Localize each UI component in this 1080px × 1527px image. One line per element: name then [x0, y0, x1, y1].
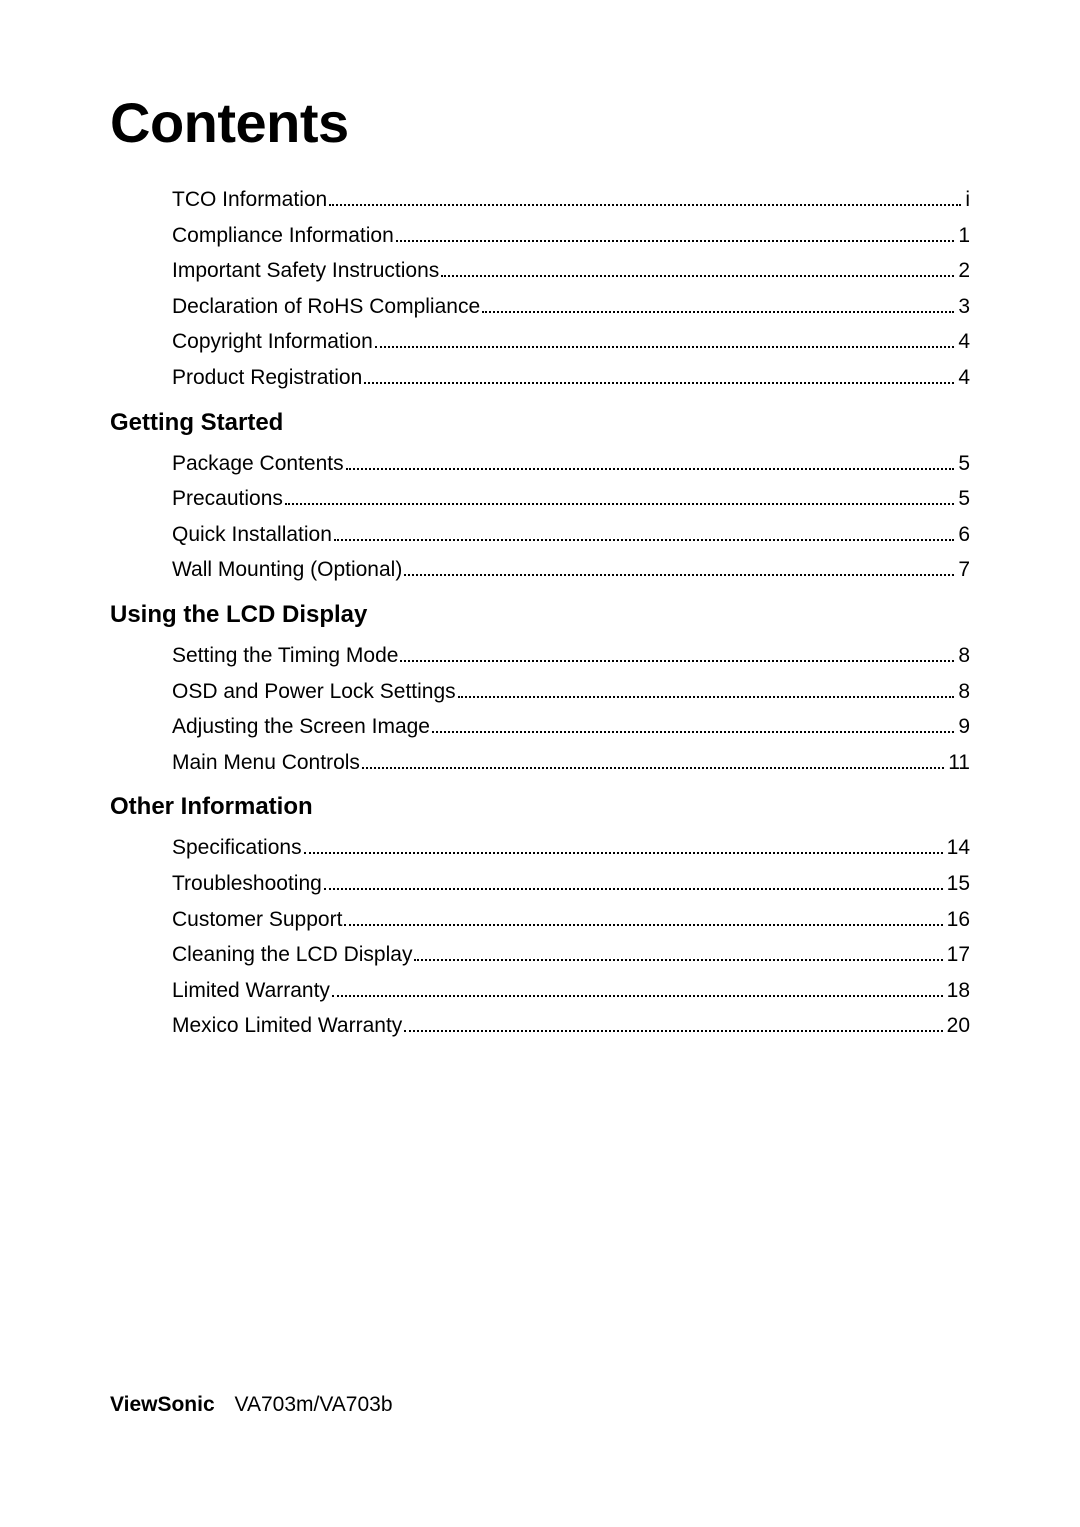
toc-label: Cleaning the LCD Display [172, 938, 412, 972]
toc-leader-dots [432, 731, 954, 733]
toc-page-number: 1 [958, 219, 970, 253]
toc-leader-dots [400, 660, 954, 662]
toc-entry: TCO Information i [172, 183, 970, 217]
toc-leader-dots [404, 574, 954, 576]
toc-page-number: 4 [958, 361, 970, 395]
toc-entry: Important Safety Instructions 2 [172, 254, 970, 288]
toc-page-number: 11 [948, 746, 970, 780]
toc-entry: Declaration of RoHS Compliance 3 [172, 290, 970, 324]
toc-leader-dots [362, 767, 944, 769]
toc-entry: Mexico Limited Warranty 20 [172, 1009, 970, 1043]
page-title: Contents [110, 90, 970, 155]
toc-leader-dots [344, 924, 942, 926]
toc-entry: Product Registration 4 [172, 361, 970, 395]
toc-entry: Package Contents 5 [172, 447, 970, 481]
toc-page-number: 8 [958, 675, 970, 709]
toc-leader-dots [329, 204, 961, 206]
toc-leader-dots [396, 240, 955, 242]
toc-label: Mexico Limited Warranty [172, 1009, 402, 1043]
toc-label: Limited Warranty [172, 974, 330, 1008]
toc-leader-dots [364, 382, 954, 384]
toc-label: Quick Installation [172, 518, 332, 552]
footer-model: VA703m/VA703b [235, 1393, 393, 1416]
toc-leader-dots [324, 888, 943, 890]
toc-page-number: 8 [958, 639, 970, 673]
toc-section-0: TCO Information i Compliance Information… [110, 183, 970, 395]
toc-section-2: Setting the Timing Mode 8 OSD and Power … [110, 639, 970, 779]
toc-label: Copyright Information [172, 325, 373, 359]
toc-section-1: Package Contents 5 Precautions 5 Quick I… [110, 447, 970, 587]
toc-page-number: 7 [958, 553, 970, 587]
toc-label: Troubleshooting [172, 867, 322, 901]
toc-page-number: 6 [958, 518, 970, 552]
section-heading-other-info: Other Information [110, 793, 970, 821]
toc-page-number: 3 [958, 290, 970, 324]
toc-leader-dots [404, 1030, 942, 1032]
toc-page-number: 5 [958, 447, 970, 481]
toc-entry: Limited Warranty 18 [172, 974, 970, 1008]
toc-entry: Precautions 5 [172, 482, 970, 516]
toc-entry: Adjusting the Screen Image 9 [172, 710, 970, 744]
toc-entry: Wall Mounting (Optional) 7 [172, 553, 970, 587]
toc-label: TCO Information [172, 183, 327, 217]
toc-leader-dots [304, 852, 943, 854]
toc-entry: Main Menu Controls 11 [172, 746, 970, 780]
toc-label: Precautions [172, 482, 283, 516]
toc-label: Customer Support [172, 903, 342, 937]
toc-entry: Customer Support 16 [172, 903, 970, 937]
toc-leader-dots [458, 696, 955, 698]
toc-leader-dots [332, 995, 943, 997]
toc-entry: Quick Installation 6 [172, 518, 970, 552]
toc-page-number: 9 [958, 710, 970, 744]
toc-page-number: 20 [947, 1009, 970, 1043]
toc-leader-dots [441, 275, 954, 277]
toc-label: Wall Mounting (Optional) [172, 553, 402, 587]
toc-entry: Setting the Timing Mode 8 [172, 639, 970, 673]
toc-label: Main Menu Controls [172, 746, 360, 780]
toc-label: OSD and Power Lock Settings [172, 675, 456, 709]
toc-page-number: 18 [947, 974, 970, 1008]
toc-label: Setting the Timing Mode [172, 639, 398, 673]
toc-label: Important Safety Instructions [172, 254, 439, 288]
toc-page-number: 4 [958, 325, 970, 359]
toc-label: Package Contents [172, 447, 344, 481]
toc-entry: Specifications 14 [172, 831, 970, 865]
toc-page-number: 14 [947, 831, 970, 865]
toc-entry: OSD and Power Lock Settings 8 [172, 675, 970, 709]
toc-section-3: Specifications 14 Troubleshooting 15 Cus… [110, 831, 970, 1043]
toc-page-number: 15 [947, 867, 970, 901]
toc-entry: Troubleshooting 15 [172, 867, 970, 901]
toc-label: Adjusting the Screen Image [172, 710, 430, 744]
toc-entry: Compliance Information 1 [172, 219, 970, 253]
toc-page-number: i [965, 183, 970, 217]
footer: ViewSonic VA703m/VA703b [110, 1393, 393, 1417]
toc-label: Compliance Information [172, 219, 394, 253]
toc-leader-dots [414, 959, 942, 961]
toc-page-number: 17 [947, 938, 970, 972]
footer-brand: ViewSonic [110, 1393, 215, 1416]
toc-page-number: 16 [947, 903, 970, 937]
toc-label: Declaration of RoHS Compliance [172, 290, 480, 324]
toc-entry: Cleaning the LCD Display 17 [172, 938, 970, 972]
toc-leader-dots [346, 468, 955, 470]
toc-leader-dots [285, 503, 954, 505]
toc-leader-dots [375, 346, 955, 348]
section-heading-getting-started: Getting Started [110, 409, 970, 437]
section-heading-using-lcd: Using the LCD Display [110, 601, 970, 629]
page: Contents TCO Information i Compliance In… [0, 0, 1080, 1043]
toc-leader-dots [482, 311, 954, 313]
toc-entry: Copyright Information 4 [172, 325, 970, 359]
toc-label: Specifications [172, 831, 302, 865]
toc-label: Product Registration [172, 361, 362, 395]
toc-leader-dots [334, 539, 954, 541]
toc-page-number: 2 [958, 254, 970, 288]
toc-page-number: 5 [958, 482, 970, 516]
